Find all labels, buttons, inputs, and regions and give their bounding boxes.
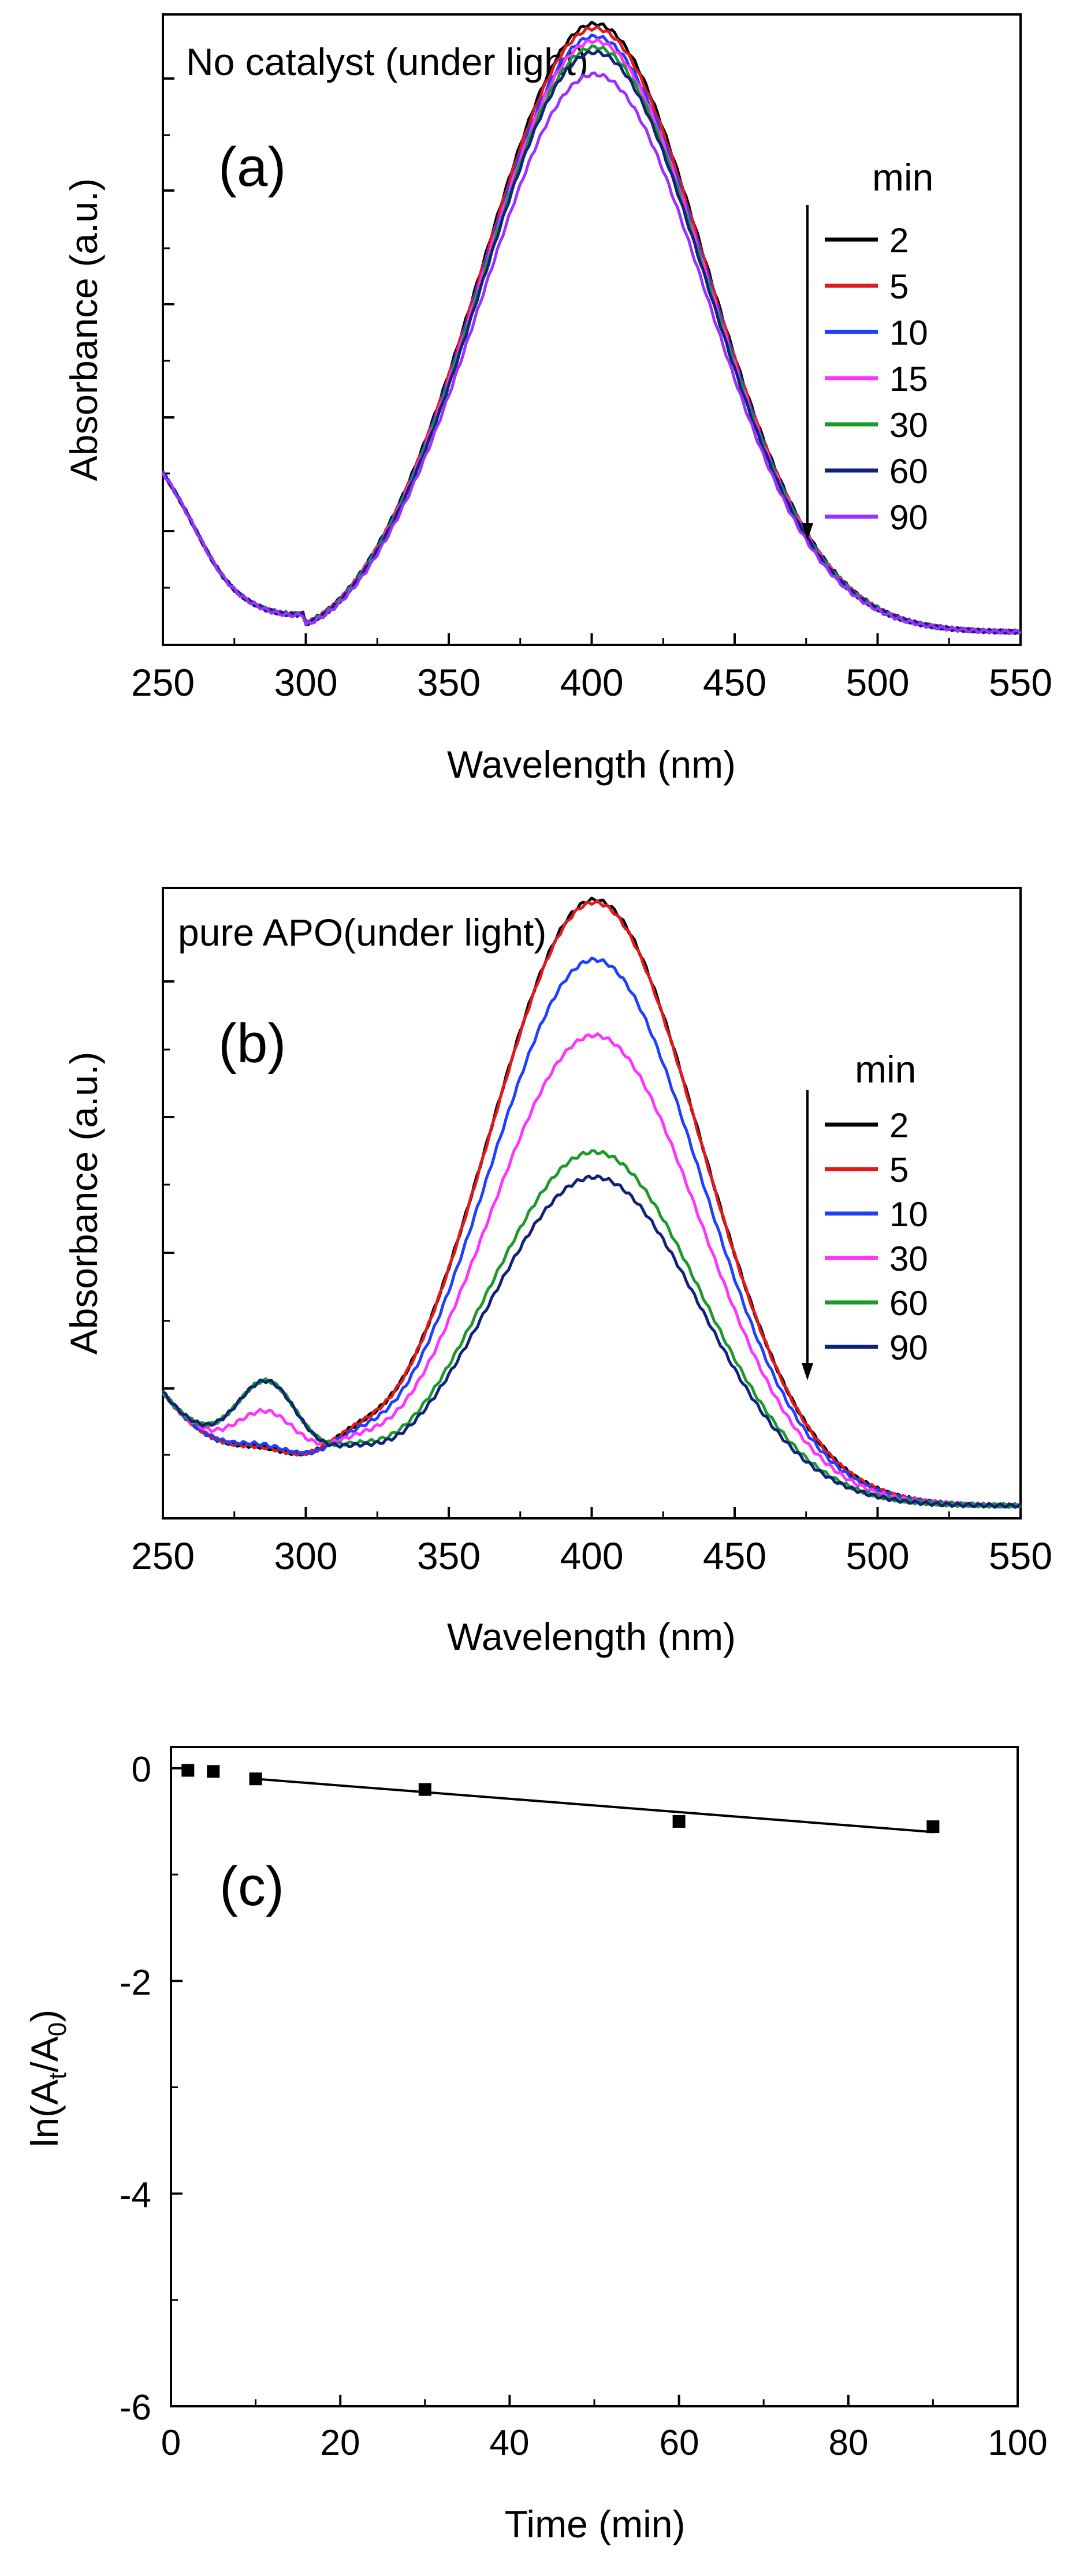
data-point (249, 1772, 262, 1786)
panel-b-y-ticks (163, 980, 174, 1456)
panel-a: 250 300 350 400 450 500 550 Wavelength (… (62, 13, 1052, 786)
panel-b-x-axis-label: Wavelength (nm) (447, 1615, 736, 1658)
legend-label-60: 60 (889, 1284, 928, 1323)
legend-label-2: 2 (889, 221, 909, 260)
panel-a-xtick-label: 250 (131, 661, 195, 704)
panel-c-ytick-label: -6 (120, 2388, 151, 2428)
data-point (418, 1783, 431, 1796)
spectrum-line-5-min (162, 899, 1022, 1509)
panel-c-ticks (170, 1767, 1019, 2407)
spectrum-line-10-min (161, 957, 1022, 1509)
panel-a-trend-arrowhead (802, 523, 813, 540)
panel-a-xtick-label: 300 (274, 661, 337, 704)
data-point (926, 1820, 940, 1834)
panel-b-curves (161, 897, 1022, 1509)
panel-a-title: No catalyst (under light) (186, 40, 589, 83)
panel-b-legend-entries: 2 5 10 30 60 90 (825, 1106, 928, 1367)
panel-c-xtick-label: 40 (490, 2423, 530, 2463)
panel-a-xtick-label: 400 (560, 661, 623, 704)
legend-label-5: 5 (889, 1151, 909, 1189)
legend-label-10: 10 (889, 313, 928, 352)
panel-a-label: (a) (218, 136, 286, 198)
legend-label-15: 15 (889, 360, 928, 398)
spectrum-line-90-min (162, 1174, 1022, 1509)
legend-label-90: 90 (889, 498, 928, 537)
panel-c-marks (181, 1764, 940, 1834)
panel-c-xtick-label: 80 (829, 2423, 869, 2463)
panel-a-legend: min 2 5 10 15 30 60 90 (802, 156, 933, 540)
panel-b-xtick-label: 300 (274, 1535, 337, 1577)
panel-b-label: (b) (218, 1013, 286, 1074)
panel-b-y-axis-label: Absorbance (a.u.) (62, 1052, 105, 1355)
panel-b-xtick-label: 500 (846, 1535, 909, 1577)
spectrum-line-90-min (161, 71, 1022, 635)
panel-b-xtick-label: 250 (131, 1535, 195, 1577)
legend-label-30: 30 (889, 1240, 928, 1278)
panel-c-label: (c) (219, 1856, 284, 1917)
data-point (181, 1764, 195, 1777)
data-point (672, 1815, 686, 1828)
panel-b-xtick-label: 350 (417, 1535, 481, 1577)
panel-b-legend: min 2 5 10 30 60 90 (802, 1048, 928, 1380)
panel-c-y-axis-label: ln(At/A0) (23, 2010, 72, 2147)
panel-b-trend-arrowhead (802, 1363, 813, 1380)
legend-label-30: 30 (889, 406, 928, 445)
linear-fit-line (255, 1778, 933, 1834)
panel-c-xtick-label: 60 (660, 2423, 699, 2463)
panel-a-xtick-label: 500 (846, 661, 909, 704)
panel-b-xtick-label: 400 (560, 1535, 623, 1577)
panel-c-xtick-label: 20 (321, 2423, 360, 2463)
data-point (207, 1765, 220, 1778)
legend-label-10: 10 (889, 1195, 928, 1234)
panel-b-legend-title: min (855, 1048, 916, 1091)
panel-a-xtick-label: 550 (989, 661, 1052, 704)
panel-c-ytick-label: -2 (120, 1963, 151, 2003)
panel-b-title: pure APO(under light) (178, 911, 546, 954)
panel-c-xtick-label: 0 (161, 2423, 181, 2463)
panel-c-ytick-label: 0 (132, 1750, 151, 1790)
panel-c-x-axis-label: Time (min) (505, 2503, 686, 2545)
panel-a-xtick-label: 450 (703, 661, 766, 704)
legend-label-90: 90 (889, 1328, 928, 1367)
panel-a-x-axis-label: Wavelength (nm) (447, 743, 736, 786)
legend-label-5: 5 (889, 267, 909, 306)
panel-c: 0 -2 -4 -6 0 20 40 60 80 100 Time (min) … (23, 1746, 1048, 2545)
panel-b-xtick-label: 450 (703, 1535, 766, 1577)
panel-a-legend-entries: 2 5 10 15 30 60 90 (825, 221, 928, 537)
panel-b-x-ticks (162, 1507, 1022, 1518)
legend-label-2: 2 (889, 1106, 909, 1145)
panel-b: 250 300 350 400 450 500 550 Wavelength (… (62, 887, 1052, 1658)
panel-a-x-ticks (162, 633, 1022, 645)
panel-a-y-axis-label: Absorbance (a.u.) (62, 178, 105, 481)
legend-label-60: 60 (889, 452, 928, 491)
panel-a-xtick-label: 350 (417, 661, 481, 704)
panel-a-legend-title: min (872, 156, 933, 199)
panel-a-curves (161, 21, 1022, 636)
panel-c-plot-frame (170, 1746, 1019, 2407)
panel-a-y-ticks (163, 77, 174, 589)
panel-b-xtick-label: 550 (989, 1535, 1052, 1577)
panel-c-ytick-label: -4 (120, 2175, 151, 2215)
panel-c-xtick-label: 100 (988, 2423, 1047, 2463)
